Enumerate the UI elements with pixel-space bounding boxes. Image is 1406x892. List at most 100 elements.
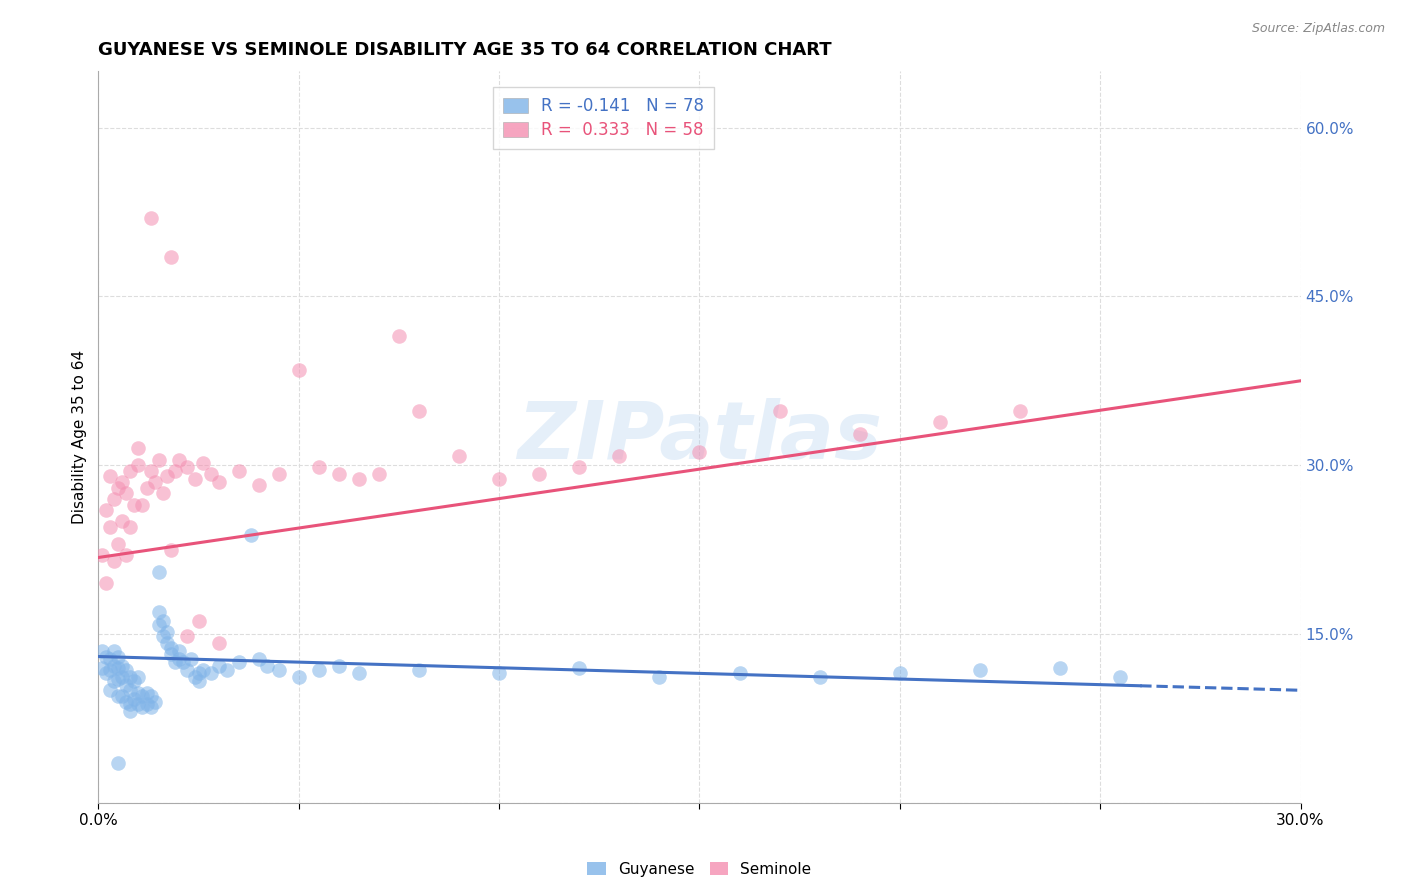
Point	[91, 548, 114, 562]
Point	[1049, 661, 1071, 675]
Point	[488, 472, 510, 486]
Point	[107, 661, 129, 675]
Point	[131, 689, 153, 703]
Point	[568, 661, 591, 675]
Point	[163, 655, 186, 669]
Point	[347, 472, 370, 486]
Point	[139, 211, 162, 225]
Point	[91, 644, 114, 658]
Point	[267, 467, 290, 482]
Point	[96, 503, 118, 517]
Point	[328, 467, 350, 482]
Point	[187, 666, 209, 681]
Point	[408, 404, 430, 418]
Point	[347, 666, 370, 681]
Point	[155, 469, 177, 483]
Point	[107, 672, 129, 686]
Point	[808, 670, 831, 684]
Point	[447, 449, 470, 463]
Point	[288, 670, 311, 684]
Point	[247, 652, 270, 666]
Point	[139, 700, 162, 714]
Point	[267, 663, 290, 677]
Point	[128, 685, 150, 699]
Point	[120, 464, 142, 478]
Point	[648, 670, 671, 684]
Point	[328, 658, 350, 673]
Point	[107, 649, 129, 664]
Point	[124, 674, 146, 689]
Point	[191, 663, 214, 677]
Point	[120, 670, 142, 684]
Point	[135, 481, 157, 495]
Point	[103, 658, 125, 673]
Point	[388, 328, 411, 343]
Point	[228, 655, 250, 669]
Point	[100, 663, 122, 677]
Point	[120, 704, 142, 718]
Point	[1109, 670, 1132, 684]
Point	[128, 670, 150, 684]
Point	[728, 666, 751, 681]
Point	[107, 689, 129, 703]
Point	[148, 605, 170, 619]
Point	[689, 444, 711, 458]
Point	[103, 644, 125, 658]
Point	[107, 537, 129, 551]
Point	[128, 697, 150, 711]
Point	[183, 472, 205, 486]
Point	[148, 452, 170, 467]
Point	[176, 629, 198, 643]
Point	[191, 456, 214, 470]
Point	[115, 663, 138, 677]
Point	[131, 498, 153, 512]
Point	[152, 614, 174, 628]
Point	[111, 689, 134, 703]
Point	[111, 658, 134, 673]
Point	[120, 683, 142, 698]
Y-axis label: Disability Age 35 to 64: Disability Age 35 to 64	[72, 350, 87, 524]
Point	[120, 520, 142, 534]
Point	[100, 520, 122, 534]
Point	[167, 452, 190, 467]
Point	[200, 666, 222, 681]
Point	[128, 442, 150, 456]
Point	[115, 486, 138, 500]
Point	[368, 467, 391, 482]
Point	[143, 475, 166, 489]
Legend: Guyanese, Seminole: Guyanese, Seminole	[581, 855, 818, 883]
Point	[769, 404, 792, 418]
Point	[167, 652, 190, 666]
Point	[172, 655, 194, 669]
Point	[247, 478, 270, 492]
Point	[228, 464, 250, 478]
Point	[128, 458, 150, 473]
Point	[135, 697, 157, 711]
Point	[568, 460, 591, 475]
Point	[208, 636, 231, 650]
Point	[155, 636, 177, 650]
Point	[139, 689, 162, 703]
Point	[159, 647, 181, 661]
Point	[103, 554, 125, 568]
Point	[159, 250, 181, 264]
Point	[167, 644, 190, 658]
Point	[111, 670, 134, 684]
Point	[929, 416, 952, 430]
Point	[96, 666, 118, 681]
Point	[215, 663, 238, 677]
Point	[96, 649, 118, 664]
Point	[849, 426, 872, 441]
Point	[163, 464, 186, 478]
Point	[96, 576, 118, 591]
Point	[180, 652, 202, 666]
Point	[148, 618, 170, 632]
Point	[111, 515, 134, 529]
Point	[183, 670, 205, 684]
Point	[208, 475, 231, 489]
Point	[131, 700, 153, 714]
Point	[139, 464, 162, 478]
Text: GUYANESE VS SEMINOLE DISABILITY AGE 35 TO 64 CORRELATION CHART: GUYANESE VS SEMINOLE DISABILITY AGE 35 T…	[98, 41, 832, 59]
Point	[1010, 404, 1032, 418]
Point	[969, 663, 991, 677]
